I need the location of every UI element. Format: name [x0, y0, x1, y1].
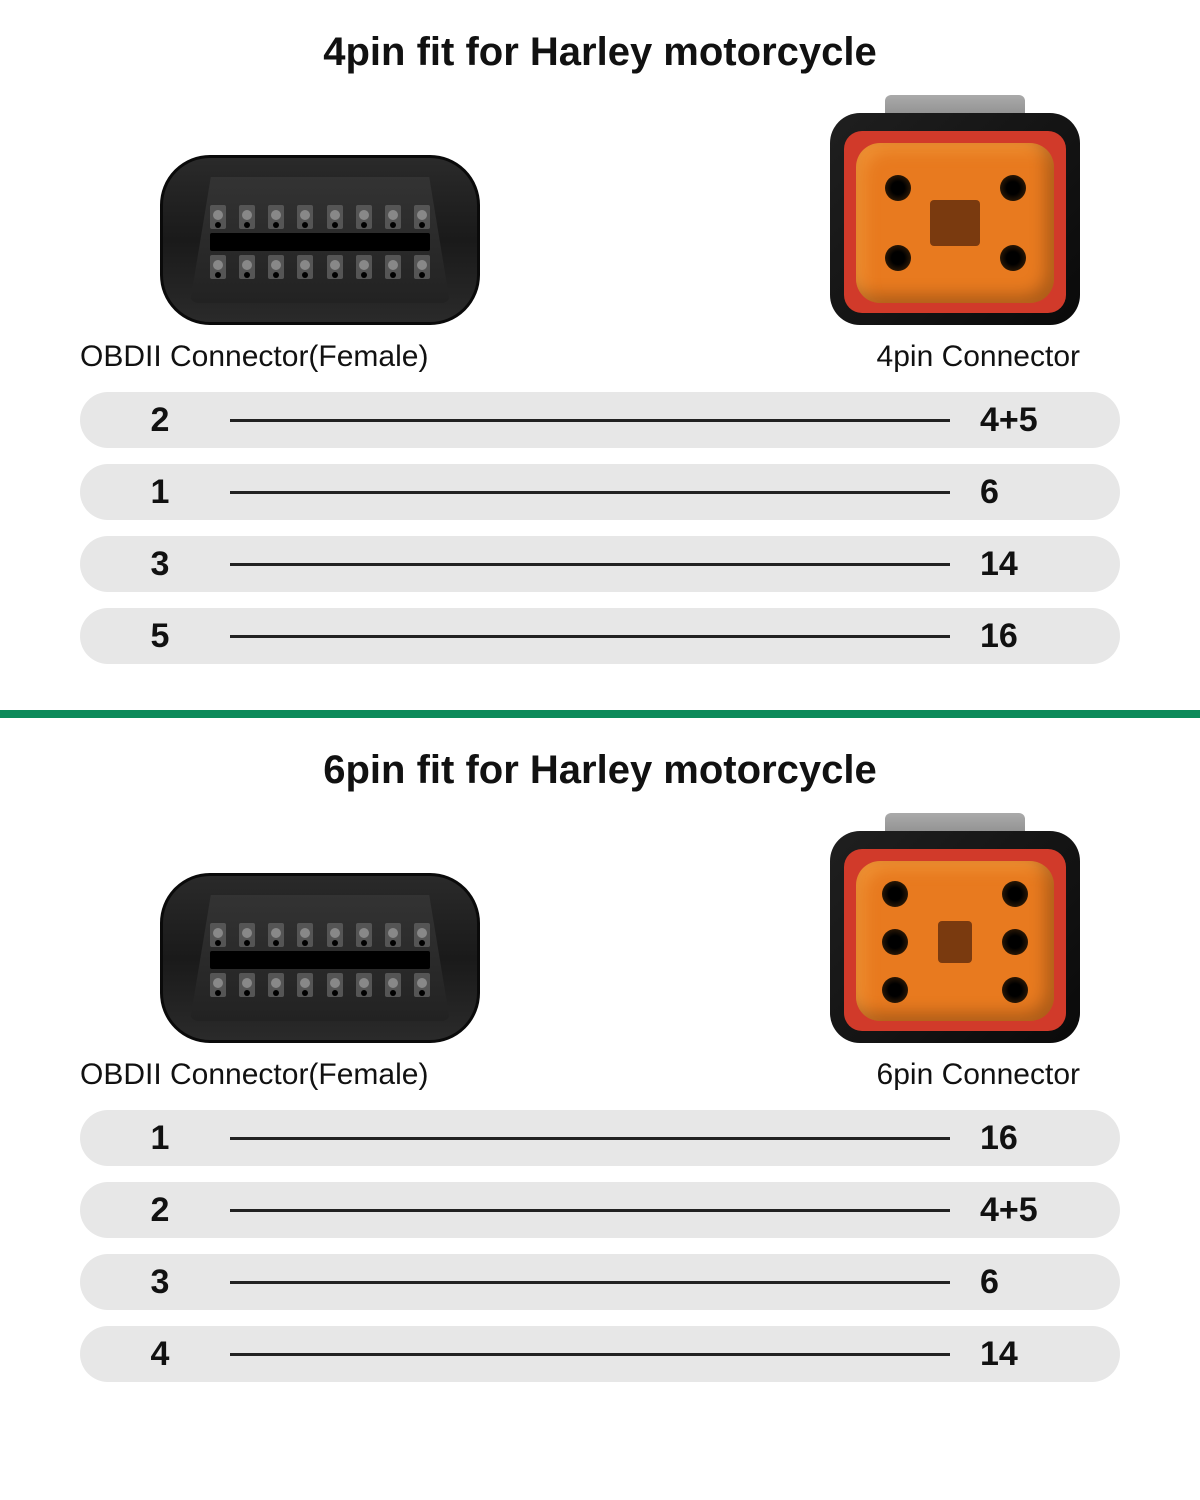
pin-right: 6	[970, 1263, 1090, 1302]
connectors-row	[0, 813, 1200, 1043]
mapping-line-icon	[230, 563, 950, 566]
pin-right: 4+5	[970, 1191, 1090, 1230]
obd2-connector-icon	[160, 155, 480, 325]
pin-right: 16	[970, 617, 1090, 656]
obd2-connector-block	[160, 873, 480, 1043]
mapping-row: 4 14	[80, 1326, 1120, 1382]
pin-left: 3	[110, 1263, 210, 1302]
mapping-line-icon	[230, 491, 950, 494]
pin-right: 16	[970, 1119, 1090, 1158]
labels-row: OBDII Connector(Female) 6pin Connector	[0, 1058, 1200, 1092]
connectors-row	[0, 95, 1200, 325]
pin-right: 6	[970, 473, 1090, 512]
section-4pin: 4pin fit for Harley motorcycle	[0, 0, 1200, 710]
pin-left: 4	[110, 1335, 210, 1374]
section-6pin: 6pin fit for Harley motorcycle	[0, 718, 1200, 1428]
deutsch-4pin-connector-icon	[830, 95, 1080, 325]
mapping-row: 5 16	[80, 608, 1120, 664]
mapping-line-icon	[230, 1209, 950, 1212]
mapping-line-icon	[230, 419, 950, 422]
mapping-list-6pin: 1 16 2 4+5 3 6 4 14	[0, 1110, 1200, 1382]
pin-left: 3	[110, 545, 210, 584]
pin-left: 5	[110, 617, 210, 656]
mapping-row: 2 4+5	[80, 392, 1120, 448]
deutsch-6pin-block	[830, 813, 1080, 1043]
obd2-connector-block	[160, 155, 480, 325]
pin-left: 1	[110, 473, 210, 512]
obd2-label: OBDII Connector(Female)	[80, 340, 428, 374]
mapping-row: 1 16	[80, 1110, 1120, 1166]
mapping-row: 3 14	[80, 536, 1120, 592]
deutsch-6pin-connector-icon	[830, 813, 1080, 1043]
mapping-row: 3 6	[80, 1254, 1120, 1310]
obd2-connector-icon	[160, 873, 480, 1043]
deutsch-label: 4pin Connector	[877, 340, 1080, 374]
section-title: 4pin fit for Harley motorcycle	[0, 30, 1200, 75]
pin-right: 14	[970, 1335, 1090, 1374]
mapping-line-icon	[230, 1353, 950, 1356]
pin-left: 1	[110, 1119, 210, 1158]
mapping-row: 1 6	[80, 464, 1120, 520]
mapping-row: 2 4+5	[80, 1182, 1120, 1238]
mapping-line-icon	[230, 1137, 950, 1140]
pin-right: 4+5	[970, 401, 1090, 440]
deutsch-4pin-block	[830, 95, 1080, 325]
pin-right: 14	[970, 545, 1090, 584]
mapping-list-4pin: 2 4+5 1 6 3 14 5 16	[0, 392, 1200, 664]
section-divider	[0, 710, 1200, 718]
deutsch-label: 6pin Connector	[877, 1058, 1080, 1092]
mapping-line-icon	[230, 1281, 950, 1284]
pin-left: 2	[110, 401, 210, 440]
labels-row: OBDII Connector(Female) 4pin Connector	[0, 340, 1200, 374]
obd2-label: OBDII Connector(Female)	[80, 1058, 428, 1092]
mapping-line-icon	[230, 635, 950, 638]
section-title: 6pin fit for Harley motorcycle	[0, 748, 1200, 793]
pin-left: 2	[110, 1191, 210, 1230]
